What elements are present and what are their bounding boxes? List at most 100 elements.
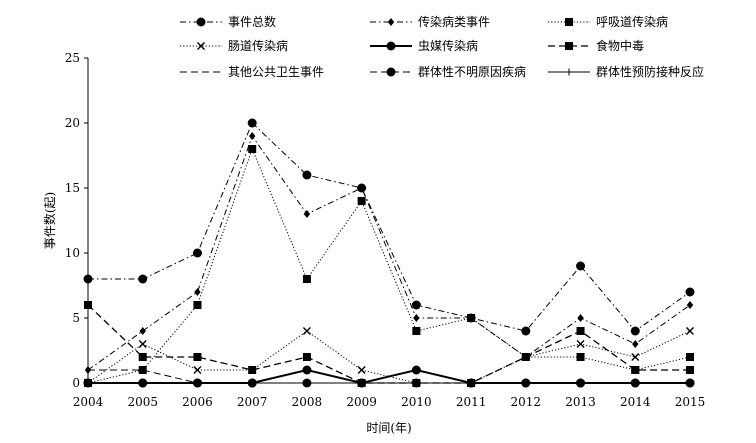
data-point [521,378,531,388]
series-1 [83,118,695,336]
data-point [139,327,146,335]
legend-label: 事件总数 [228,14,276,29]
data-point [412,379,421,387]
x-tick-label: 2014 [620,395,651,409]
legend-item: 其他公共卫生事件 [180,65,324,79]
data-point [577,314,584,322]
data-point [248,132,256,140]
y-tick-label: 20 [65,116,80,130]
x-tick-label: 2005 [127,395,158,409]
data-point [576,353,585,361]
x-tick-label: 2010 [401,395,432,409]
legend-marker [197,42,205,50]
legend-item: 虫媒传染病 [370,38,478,53]
legend-marker [387,18,395,26]
data-point [248,145,257,153]
data-point [138,353,147,361]
x-tick-label: 2008 [292,395,323,409]
y-tick-label: 25 [65,51,80,65]
legend-marker [565,18,573,26]
series-line [88,368,690,385]
data-point [467,379,476,387]
legend-item: 食物中毒 [548,38,644,53]
y-axis-title: 事件数(起) [42,192,57,249]
legend-label: 群体性预防接种反应 [596,64,704,79]
data-point [247,378,257,388]
data-point [685,378,695,388]
series-5 [83,365,695,388]
legend-marker [196,17,206,27]
x-axis-title: 时间(年) [366,421,411,435]
legend-marker [565,68,573,76]
series-2 [84,132,694,374]
data-point [193,366,202,374]
data-point [357,378,367,388]
series-group [83,118,695,388]
series-line [87,330,691,384]
data-point [357,197,366,205]
data-point [576,340,585,348]
data-point [631,366,640,374]
x-ticks: 2004 2005 2006 2007 2008 2009 2010 2011 2012 2013… [73,383,706,409]
data-point [247,118,257,128]
data-point [686,327,694,335]
data-point [138,378,148,388]
legend-marker [565,42,573,50]
data-point [686,353,694,361]
data-point [411,300,421,310]
y-ticks: 0 5 10 15 20 25 [65,51,88,390]
data-point [357,183,367,193]
data-point [302,365,312,375]
data-point [303,210,311,218]
data-point [357,366,366,374]
data-point [685,287,695,297]
data-point [138,340,147,348]
data-point [302,275,311,283]
data-point [302,170,312,180]
data-point [192,378,202,388]
data-point [194,288,201,296]
data-point [193,301,202,309]
x-tick-label: 2011 [456,395,487,409]
data-point [84,366,92,374]
legend-label: 虫媒传染病 [418,38,478,53]
data-point [686,301,694,309]
series-line [87,134,691,371]
legend-item: 传染病类事件 [370,14,490,29]
data-point [193,353,202,361]
series-3 [84,145,694,387]
data-point [630,378,640,388]
y-tick-label: 0 [72,376,80,390]
data-point [413,314,420,322]
data-point [686,366,694,374]
legend-item: 肠道传染病 [180,38,288,53]
data-point [248,366,257,374]
y-tick-label: 5 [72,311,80,325]
legend-item: 事件总数 [180,14,276,29]
x-tick-label: 2006 [182,395,213,409]
data-point [84,301,92,309]
data-point [138,274,148,284]
data-point [522,353,530,361]
data-point [302,353,311,361]
data-point [302,327,311,335]
series-line [87,147,691,384]
legend-item: 呼吸道传染病 [548,14,668,29]
y-tick-label: 15 [65,181,80,195]
series-6 [84,301,694,387]
series-line [87,304,690,384]
x-tick-label: 2004 [73,395,104,409]
data-point [84,379,92,387]
data-point [576,261,586,271]
legend-label: 群体性不明原因疾病 [418,64,526,79]
legend-label: 呼吸道传染病 [596,14,668,29]
data-point [630,326,640,336]
data-point [192,248,202,258]
x-tick-label: 2013 [565,395,596,409]
data-point [576,378,586,388]
legend-label: 食物中毒 [596,38,644,53]
x-tick-label: 2015 [675,395,706,409]
